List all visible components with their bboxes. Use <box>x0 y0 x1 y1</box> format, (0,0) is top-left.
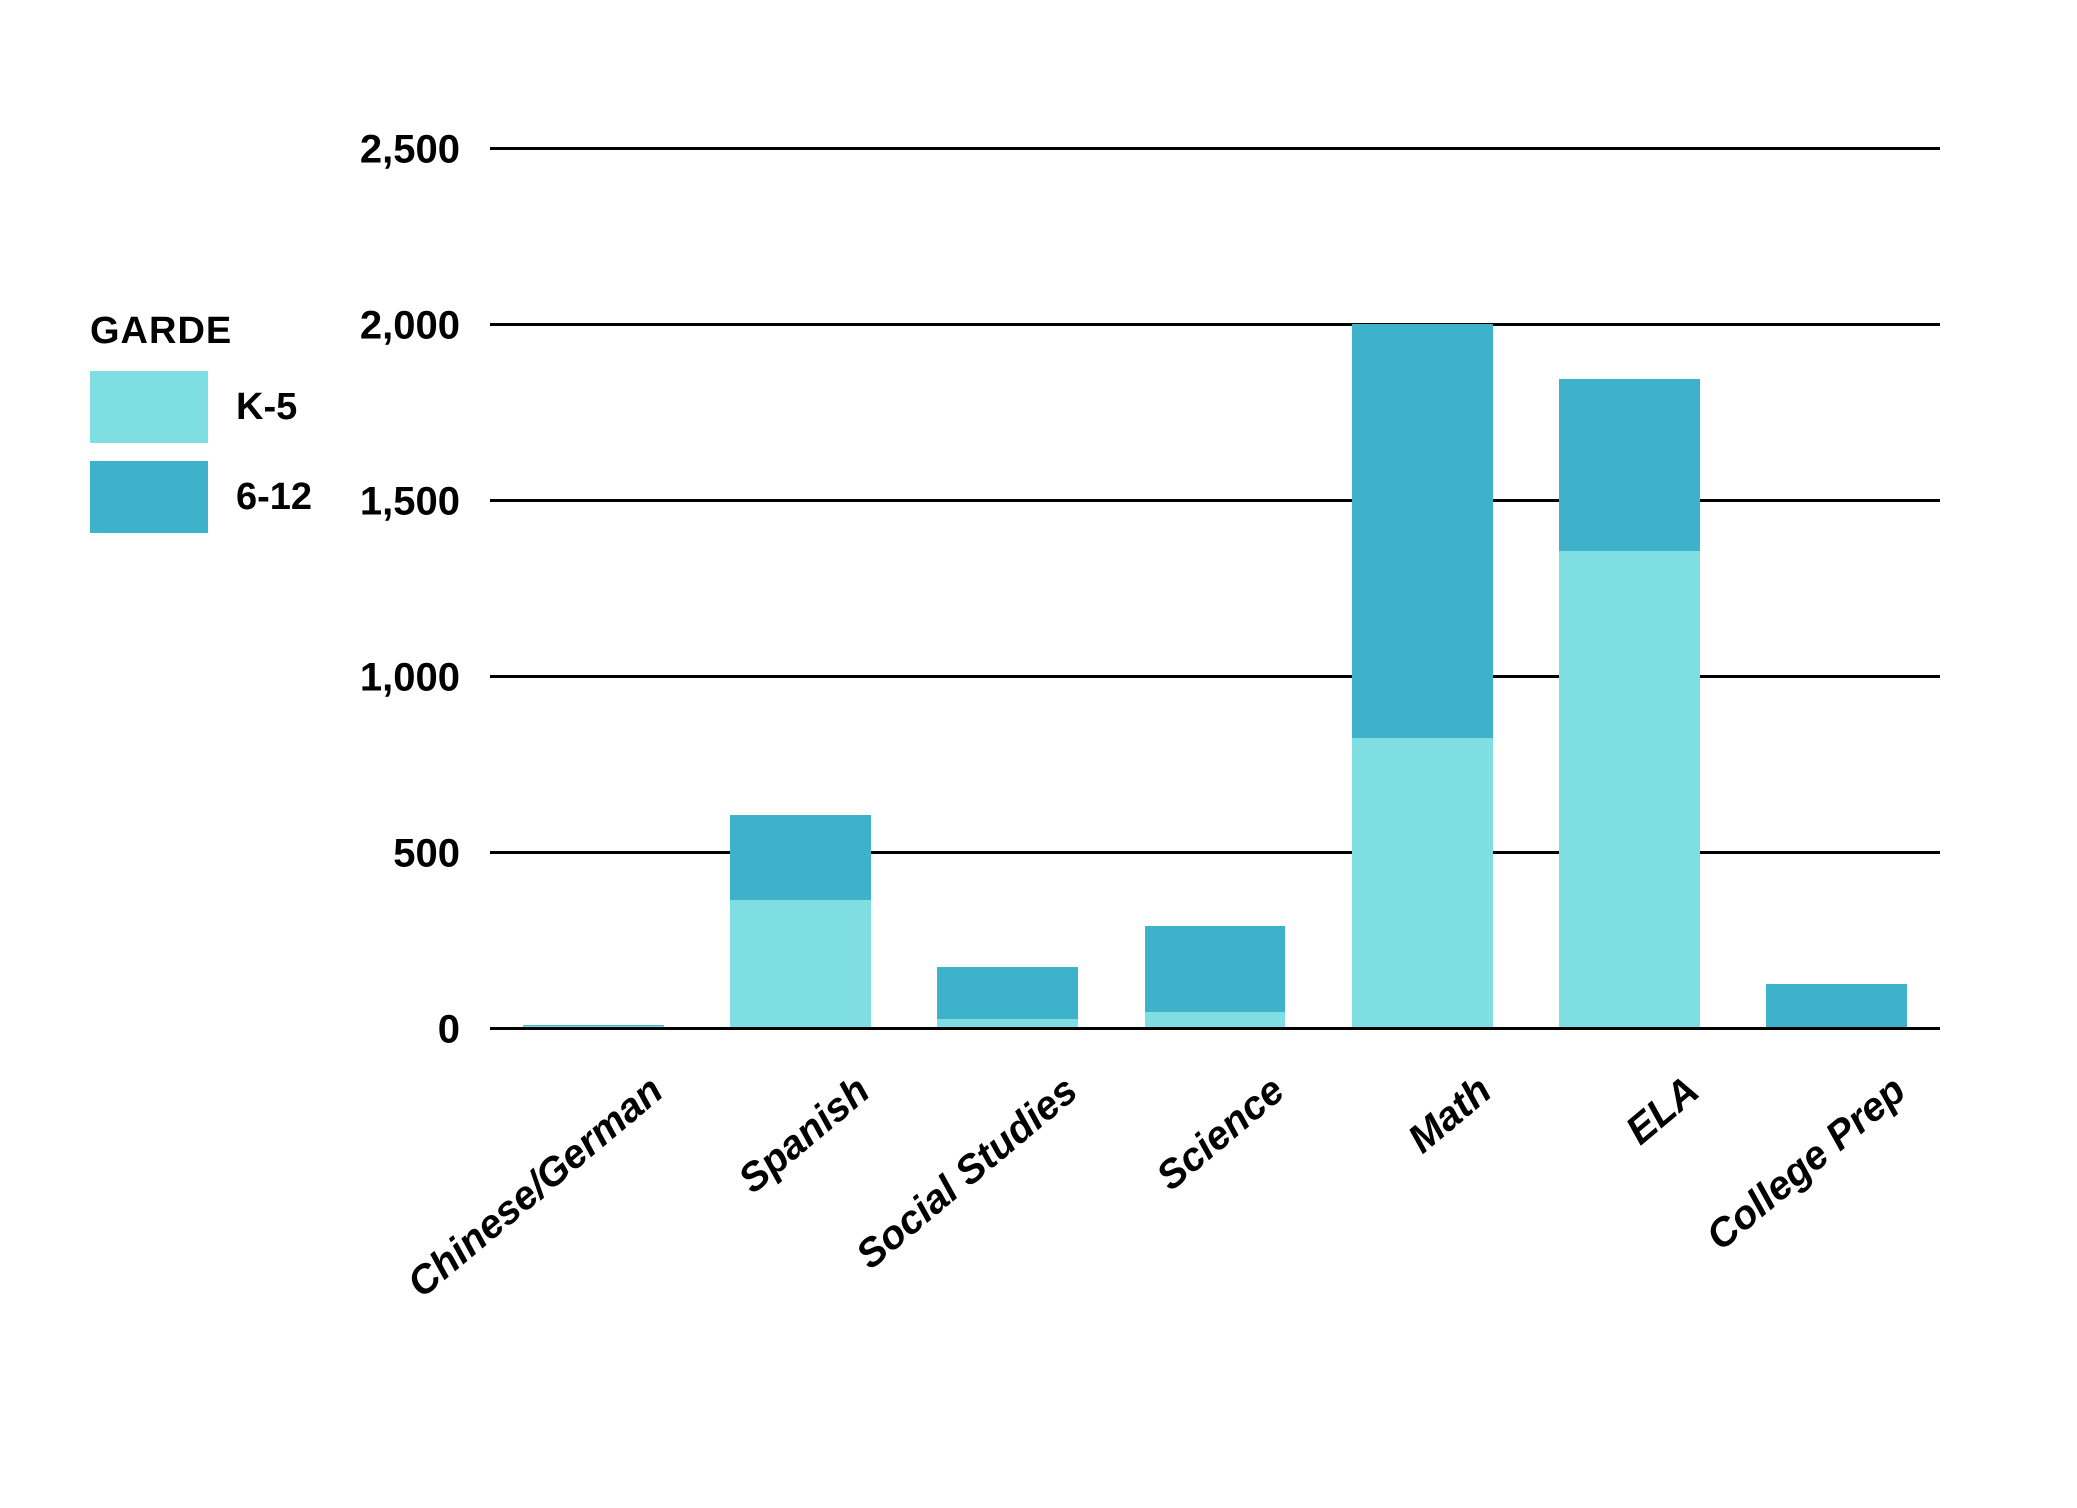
y-tick-label: 1,000 <box>290 656 460 701</box>
legend-swatch <box>90 371 208 443</box>
bar-segment-6-12 <box>1766 984 1907 1030</box>
x-tick-label: Social Studies <box>848 1068 1086 1278</box>
y-tick-label: 0 <box>290 1008 460 1053</box>
bar-segment-6-12 <box>1352 324 1493 738</box>
bar-segment-k5 <box>730 900 871 1030</box>
x-tick-label: College Prep <box>1698 1068 1914 1260</box>
legend-item: K-5 <box>90 371 312 443</box>
bars <box>490 150 1940 1030</box>
bar-group <box>1352 324 1493 1030</box>
legend-items: K-5 6-12 <box>90 371 312 533</box>
legend-label: K-5 <box>236 386 297 429</box>
x-tick-label: Science <box>1148 1068 1293 1200</box>
legend-item: 6-12 <box>90 461 312 533</box>
bar-segment-k5 <box>1559 551 1700 1030</box>
x-tick-label: ELA <box>1617 1068 1707 1154</box>
bar-group <box>730 815 871 1030</box>
y-tick-label: 2,500 <box>290 128 460 173</box>
bar-group <box>1559 379 1700 1030</box>
legend-title: GARDE <box>90 310 312 353</box>
y-tick-label: 2,000 <box>290 304 460 349</box>
plot-area <box>490 150 1940 1030</box>
bar-segment-k5 <box>1352 738 1493 1030</box>
x-tick-label: Math <box>1400 1068 1500 1162</box>
legend-swatch <box>90 461 208 533</box>
x-tick-label: Spanish <box>731 1068 879 1202</box>
x-tick-label: Chinese/German <box>399 1068 671 1307</box>
bar-segment-6-12 <box>730 815 871 899</box>
y-tick-label: 500 <box>290 832 460 877</box>
bar-group <box>1145 926 1286 1030</box>
baseline <box>490 1027 1940 1030</box>
bar-segment-6-12 <box>1145 926 1286 1012</box>
legend: GARDE K-5 6-12 <box>90 310 312 533</box>
chart-container: GARDE K-5 6-12 0 500 1,000 1,500 2,000 2,500 C… <box>0 0 2077 1508</box>
bar-group <box>937 967 1078 1030</box>
bar-group <box>1766 984 1907 1030</box>
bar-segment-6-12 <box>937 967 1078 1020</box>
y-tick-label: 1,500 <box>290 480 460 525</box>
bar-segment-6-12 <box>1559 379 1700 551</box>
